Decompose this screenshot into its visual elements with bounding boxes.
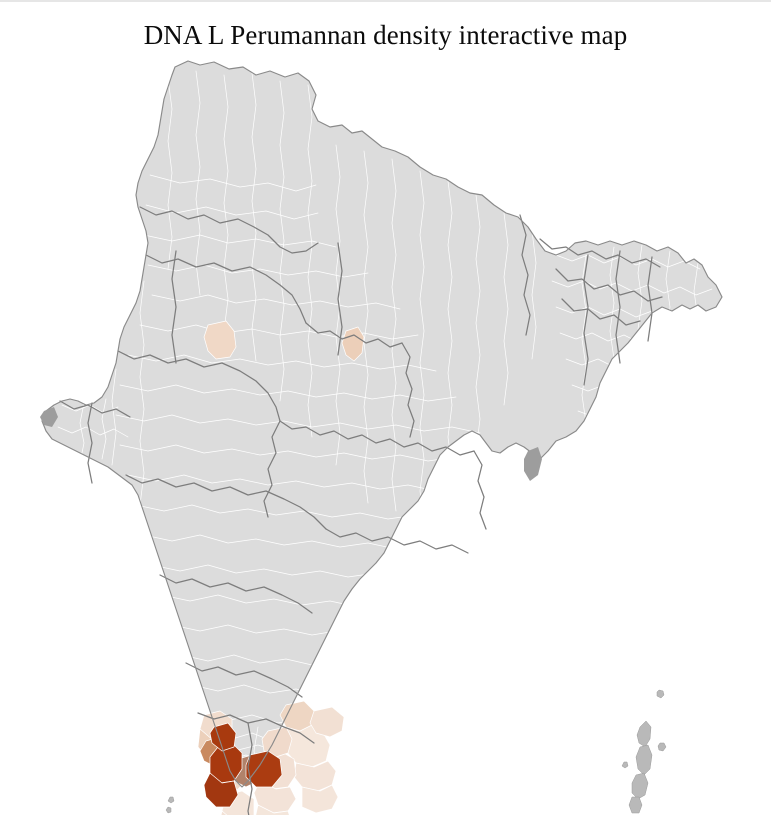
island-little-andaman [628, 796, 643, 814]
island-middle-andaman [635, 744, 653, 776]
island-lakshadweep-2 [165, 806, 172, 814]
top-edge-hairline [0, 0, 771, 2]
district-chhattisgarh-outlier[interactable] [341, 326, 365, 362]
andaman-nicobar-islands[interactable] [621, 689, 677, 815]
mainland-fill [42, 61, 722, 787]
highlighted-districts[interactable] [197, 320, 365, 815]
island-narcondam [656, 689, 665, 699]
district-tn-coimbatore[interactable] [245, 750, 283, 788]
district-tn-north[interactable] [309, 706, 345, 738]
island-barren [657, 742, 667, 752]
district-rajasthan-outlier[interactable] [203, 320, 237, 360]
island-andaman-small-1 [621, 761, 629, 769]
island-north-andaman [636, 720, 652, 748]
india-landmass [42, 61, 722, 787]
coastline [41, 60, 723, 788]
district-kerala-thrissur[interactable] [203, 772, 239, 808]
district-tn-south-2[interactable] [254, 804, 292, 815]
india-choropleth-map[interactable] [0, 55, 771, 815]
island-south-andaman [631, 772, 649, 800]
district-kutch-tip[interactable] [40, 407, 58, 427]
lakshadweep-islands[interactable] [165, 796, 180, 815]
district-tn-coastal-3[interactable] [301, 784, 339, 814]
page-title: DNA L Perumannan density interactive map [143, 20, 628, 50]
map-svg[interactable] [0, 55, 771, 815]
district-tn-salem[interactable] [279, 700, 315, 732]
island-lakshadweep-1 [167, 796, 175, 804]
dark-grey-districts[interactable] [40, 407, 542, 481]
district-kerala-south-2[interactable] [218, 810, 252, 815]
district-bengal-coast[interactable] [524, 447, 542, 481]
